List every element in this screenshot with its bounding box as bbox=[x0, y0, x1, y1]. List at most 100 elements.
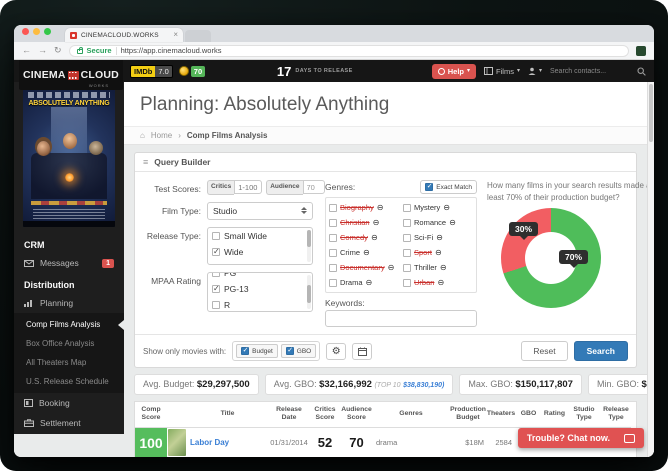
checkbox-unchecked[interactable] bbox=[212, 272, 220, 277]
close-window-button[interactable] bbox=[22, 28, 29, 35]
genre-christian[interactable]: Christian ⊖ bbox=[329, 215, 399, 230]
genre-thriller[interactable]: Thriller ⊖ bbox=[403, 260, 473, 275]
exclude-icon[interactable]: ⊖ bbox=[363, 247, 370, 257]
genre-urban[interactable]: Urban ⊖ bbox=[403, 275, 473, 290]
exact-match-toggle[interactable]: Exact Match bbox=[420, 180, 477, 194]
checkbox-unchecked[interactable] bbox=[329, 248, 337, 257]
checkbox-checked[interactable] bbox=[212, 284, 220, 293]
checkbox-unchecked[interactable] bbox=[329, 278, 337, 287]
col-header-theaters[interactable]: Theaters bbox=[487, 402, 515, 428]
release-type-listbox[interactable]: Small Wide Wide bbox=[207, 226, 313, 265]
exclude-icon[interactable]: ⊖ bbox=[372, 217, 380, 227]
checkbox-checked[interactable] bbox=[425, 182, 434, 191]
sidebar-item-messages[interactable]: Messages 1 bbox=[14, 253, 124, 273]
exclude-icon[interactable]: ⊖ bbox=[387, 262, 395, 272]
sidebar-item-planning[interactable]: Planning bbox=[14, 293, 124, 313]
col-header-studio-type[interactable]: Studio Type bbox=[567, 402, 601, 428]
exclude-icon[interactable]: ⊖ bbox=[439, 262, 447, 272]
back-icon[interactable]: ← bbox=[22, 45, 31, 55]
checkbox-unchecked[interactable] bbox=[329, 263, 337, 272]
tomato-badge[interactable]: 70 bbox=[178, 65, 206, 77]
col-header-rating[interactable]: Rating bbox=[542, 402, 567, 428]
imdb-badge[interactable]: IMDb 7.0 bbox=[130, 64, 173, 78]
help-button[interactable]: Help ▾ bbox=[431, 63, 477, 79]
sidebar-item-settlement[interactable]: Settlement bbox=[14, 413, 124, 433]
checkbox-unchecked[interactable] bbox=[403, 248, 411, 257]
page-scrollbar[interactable] bbox=[647, 82, 654, 457]
mpaa-rating-listbox[interactable]: PG PG-13 R bbox=[207, 271, 313, 312]
sidebar-item-booking[interactable]: Booking bbox=[14, 393, 124, 413]
genre-sport[interactable]: Sport ⊖ bbox=[403, 245, 473, 260]
col-header-budget[interactable]: Production Budget bbox=[449, 402, 487, 428]
genre-biography[interactable]: Biography ⊖ bbox=[329, 200, 399, 215]
film-type-select[interactable]: Studio bbox=[207, 201, 313, 220]
budget-toggle[interactable]: Budget bbox=[236, 344, 278, 358]
exclude-icon[interactable]: ⊖ bbox=[437, 277, 445, 287]
zoom-window-button[interactable] bbox=[44, 28, 51, 35]
col-header-critics[interactable]: Critics Score bbox=[310, 402, 340, 428]
genre-crime[interactable]: Crime ⊖ bbox=[329, 245, 399, 260]
critics-score-input[interactable] bbox=[234, 180, 263, 194]
checkbox-unchecked[interactable] bbox=[403, 233, 411, 242]
exclude-icon[interactable]: ⊖ bbox=[434, 247, 442, 257]
col-header-comp-score[interactable]: Comp Score bbox=[135, 402, 167, 428]
exclude-icon[interactable]: ⊖ bbox=[436, 232, 443, 242]
genre-mystery[interactable]: Mystery ⊖ bbox=[403, 200, 473, 215]
col-header-genres[interactable]: Genres bbox=[373, 402, 449, 428]
col-header-title[interactable]: Title bbox=[187, 402, 268, 428]
genre-comedy[interactable]: Comedy ⊖ bbox=[329, 230, 399, 245]
mpaa-option-pg[interactable]: PG bbox=[208, 272, 312, 281]
release-option-small-wide[interactable]: Small Wide bbox=[208, 228, 312, 244]
settings-button[interactable]: ⚙ bbox=[326, 342, 347, 360]
search-button[interactable]: Search bbox=[573, 341, 628, 361]
close-tab-icon[interactable]: × bbox=[173, 30, 178, 39]
new-tab-button[interactable] bbox=[185, 30, 211, 42]
user-menu[interactable]: ▾ bbox=[528, 67, 542, 75]
genre-family[interactable]: Family⊖ bbox=[329, 290, 399, 292]
col-header-audience[interactable]: Audience Score bbox=[340, 402, 373, 428]
sidebar-item-all-theaters-map[interactable]: All Theaters Map bbox=[14, 353, 124, 372]
forward-icon[interactable]: → bbox=[38, 45, 47, 55]
chat-widget[interactable]: Trouble? Chat now. bbox=[517, 428, 644, 448]
genre-drama[interactable]: Drama ⊖ bbox=[329, 275, 399, 290]
checkbox-checked[interactable] bbox=[285, 346, 294, 355]
checkbox-unchecked[interactable] bbox=[403, 278, 411, 287]
gbo-toggle[interactable]: GBO bbox=[280, 344, 317, 358]
genre-war[interactable]: War⊖ bbox=[403, 290, 473, 292]
browser-tab[interactable]: CINEMACLOUD.WORKS × bbox=[65, 28, 183, 42]
checkbox-unchecked[interactable] bbox=[403, 263, 411, 272]
keywords-input[interactable] bbox=[325, 310, 477, 327]
genre-romance[interactable]: Romance ⊖ bbox=[403, 215, 473, 230]
exclude-icon[interactable]: ⊖ bbox=[449, 217, 456, 227]
checkbox-unchecked[interactable] bbox=[212, 300, 220, 309]
reset-button[interactable]: Reset bbox=[521, 341, 568, 361]
mpaa-option-r[interactable]: R bbox=[208, 297, 312, 311]
col-header-release-date[interactable]: Release Date bbox=[268, 402, 310, 428]
checkbox-unchecked[interactable] bbox=[329, 203, 337, 212]
listbox-scrollbar[interactable] bbox=[307, 229, 311, 262]
exclude-icon[interactable]: ⊖ bbox=[365, 277, 373, 287]
release-option-wide[interactable]: Wide bbox=[208, 244, 312, 260]
checkbox-checked[interactable] bbox=[212, 247, 220, 256]
breadcrumb-home[interactable]: Home bbox=[150, 131, 173, 140]
listbox-scrollbar[interactable] bbox=[307, 274, 311, 309]
exclude-icon[interactable]: ⊖ bbox=[376, 202, 384, 212]
sidebar-item-us-release-schedule[interactable]: U.S. Release Schedule bbox=[14, 372, 124, 391]
cinemacloud-logo[interactable]: CINEMA CLOUD WORKS bbox=[19, 60, 123, 90]
sidebar-item-comp-films-analysis[interactable]: Comp Films Analysis bbox=[14, 315, 124, 334]
genre-documentary[interactable]: Documentary ⊖ bbox=[329, 260, 399, 275]
checkbox-checked[interactable] bbox=[241, 346, 250, 355]
sidebar-item-box-office-analysis[interactable]: Box Office Analysis bbox=[14, 334, 124, 353]
scrollbar-thumb[interactable] bbox=[649, 84, 653, 142]
movie-title-link[interactable]: Labor Day bbox=[190, 438, 230, 448]
col-header-gbo[interactable]: GBO bbox=[515, 402, 542, 428]
checkbox-unchecked[interactable] bbox=[212, 231, 220, 240]
exclude-icon[interactable]: ⊖ bbox=[370, 232, 378, 242]
minimize-window-button[interactable] bbox=[33, 28, 40, 35]
checkbox-unchecked[interactable] bbox=[403, 218, 411, 227]
search-contacts-input[interactable]: Search contacts... bbox=[550, 66, 646, 76]
films-menu[interactable]: Films ▾ bbox=[484, 67, 520, 76]
reload-icon[interactable]: ↻ bbox=[54, 45, 62, 55]
audience-score-input[interactable] bbox=[302, 180, 325, 194]
exclude-icon[interactable]: ⊖ bbox=[443, 202, 450, 212]
